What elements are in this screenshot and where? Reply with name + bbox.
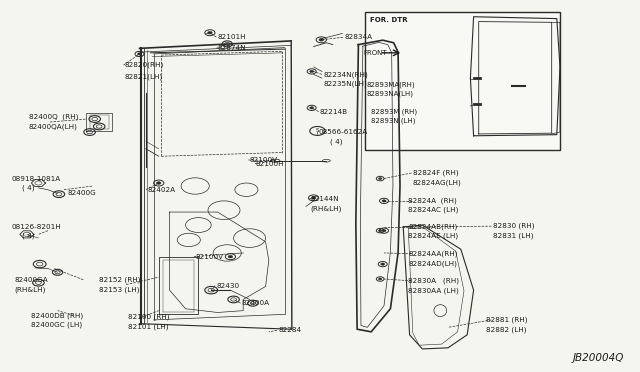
- Circle shape: [382, 230, 386, 232]
- Text: 82824AA(RH): 82824AA(RH): [408, 250, 458, 257]
- Text: 82153 (LH): 82153 (LH): [99, 286, 140, 293]
- Text: FRONT: FRONT: [364, 50, 387, 56]
- Text: JB20004Q: JB20004Q: [573, 353, 624, 363]
- Text: 82430: 82430: [216, 283, 239, 289]
- Text: 82152 (RH): 82152 (RH): [99, 276, 141, 283]
- Text: 82893M (RH): 82893M (RH): [371, 108, 417, 115]
- Circle shape: [378, 230, 382, 232]
- Text: 82100H: 82100H: [256, 161, 285, 167]
- Text: 82100V: 82100V: [195, 254, 223, 260]
- Text: 82824A  (RH): 82824A (RH): [408, 198, 457, 204]
- Text: 82881 (RH): 82881 (RH): [486, 317, 528, 323]
- Text: 82400GA: 82400GA: [14, 277, 48, 283]
- Circle shape: [378, 66, 382, 68]
- Circle shape: [378, 118, 382, 120]
- Text: 82214B: 82214B: [320, 109, 348, 115]
- Text: S: S: [316, 128, 319, 134]
- Circle shape: [138, 53, 141, 55]
- Circle shape: [381, 263, 385, 265]
- Text: 82821(LH): 82821(LH): [125, 73, 163, 80]
- Circle shape: [156, 182, 161, 185]
- Text: 08918-1081A: 08918-1081A: [12, 176, 61, 182]
- Text: 82400A: 82400A: [242, 300, 270, 306]
- Text: 82882 (LH): 82882 (LH): [486, 327, 527, 333]
- Text: 82824AB(RH): 82824AB(RH): [408, 224, 458, 230]
- Text: 82824F (RH): 82824F (RH): [413, 170, 458, 176]
- Circle shape: [378, 278, 382, 280]
- Text: 82100 (RH): 82100 (RH): [128, 314, 170, 320]
- Text: 82101H: 82101H: [218, 34, 246, 40]
- Text: (RH&LH): (RH&LH): [310, 206, 342, 212]
- Text: 82874N: 82874N: [218, 45, 246, 51]
- Text: 82830A   (RH): 82830A (RH): [408, 278, 460, 284]
- Circle shape: [382, 200, 386, 202]
- Text: 82893NA(LH): 82893NA(LH): [366, 90, 413, 97]
- Text: 82893N (LH): 82893N (LH): [371, 118, 416, 124]
- Text: 82100V: 82100V: [250, 157, 278, 163]
- Circle shape: [319, 38, 324, 41]
- Text: 82820(RH): 82820(RH): [125, 62, 164, 68]
- Text: 82144N: 82144N: [310, 196, 339, 202]
- Text: 82234N(RH): 82234N(RH): [323, 71, 368, 78]
- Circle shape: [310, 70, 314, 73]
- Circle shape: [311, 196, 316, 199]
- Text: 82400GC (LH): 82400GC (LH): [31, 321, 82, 328]
- Circle shape: [310, 107, 314, 109]
- Text: 82830 (RH): 82830 (RH): [493, 223, 534, 230]
- Text: 82824AG(LH): 82824AG(LH): [413, 180, 461, 186]
- Text: FOR. DTR: FOR. DTR: [370, 17, 408, 23]
- Text: ( 4): ( 4): [22, 185, 35, 191]
- Text: 82400Q  (RH): 82400Q (RH): [29, 114, 78, 121]
- Text: 82824AC (LH): 82824AC (LH): [408, 207, 459, 214]
- Text: 82235N(LH): 82235N(LH): [323, 80, 367, 87]
- Text: 82824AE (LH): 82824AE (LH): [408, 233, 458, 240]
- Text: 82400QA(LH): 82400QA(LH): [29, 123, 77, 130]
- Text: 82834A: 82834A: [344, 34, 372, 40]
- Text: ( 4): ( 4): [330, 139, 342, 145]
- Circle shape: [207, 31, 212, 34]
- Text: 82402A: 82402A: [147, 187, 175, 193]
- Text: ( 4): ( 4): [22, 233, 35, 240]
- Text: 82284: 82284: [278, 327, 301, 333]
- Text: 08126-8201H: 08126-8201H: [12, 224, 61, 230]
- Text: 82824AD(LH): 82824AD(LH): [408, 260, 457, 267]
- Text: 08566-6162A: 08566-6162A: [319, 129, 368, 135]
- Circle shape: [228, 255, 233, 258]
- Text: (RH&LH): (RH&LH): [14, 286, 45, 293]
- Bar: [365, 12, 560, 150]
- Text: 82831 (LH): 82831 (LH): [493, 233, 533, 240]
- Text: 82400DB (RH): 82400DB (RH): [31, 312, 83, 319]
- Text: 82101 (LH): 82101 (LH): [128, 323, 168, 330]
- Circle shape: [378, 177, 382, 180]
- Text: 82400G: 82400G: [67, 190, 96, 196]
- Text: 82893MA(RH): 82893MA(RH): [366, 81, 415, 88]
- Text: 82830AA (LH): 82830AA (LH): [408, 288, 459, 294]
